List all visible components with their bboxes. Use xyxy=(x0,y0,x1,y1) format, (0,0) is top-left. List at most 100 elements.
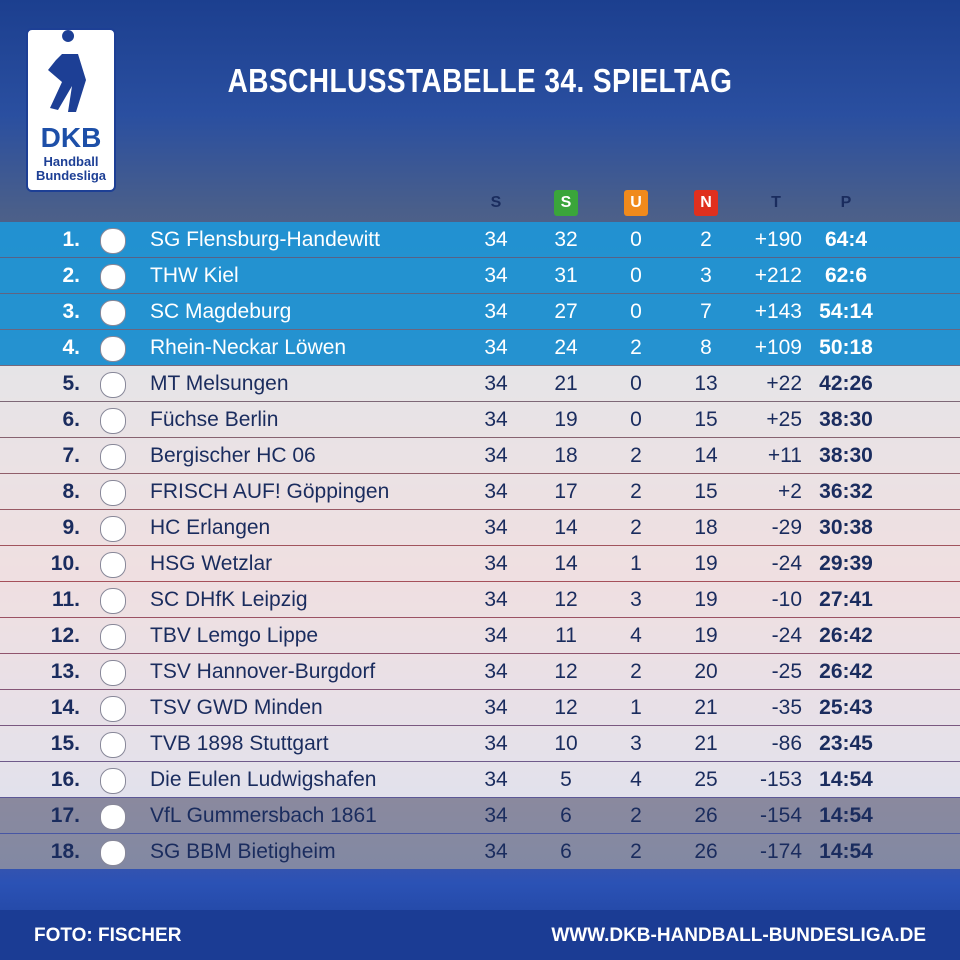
stat: 12 xyxy=(554,588,578,611)
rank: 2. xyxy=(62,264,80,287)
points: 64:4 xyxy=(824,228,868,251)
stat: 6 xyxy=(560,804,572,827)
team-name: VfL Gummersbach 1861 xyxy=(150,804,377,827)
team-name: FRISCH AUF! Göppingen xyxy=(150,480,390,503)
goal-difference: -174 xyxy=(759,840,802,863)
stat: 26 xyxy=(694,840,718,863)
goal-difference: -24 xyxy=(771,624,802,647)
stat: 7 xyxy=(700,300,712,323)
stat: 34 xyxy=(484,768,508,791)
team-logo xyxy=(100,840,126,866)
team-logo xyxy=(100,444,126,470)
stat: 34 xyxy=(484,804,508,827)
stat: 26 xyxy=(694,804,718,827)
points: 30:38 xyxy=(819,516,873,539)
column-header: S xyxy=(490,194,502,211)
stat: 15 xyxy=(694,480,718,503)
table-row: 16. Die Eulen Ludwigshafen 34 5 4 25 -153 14:54 xyxy=(0,762,960,797)
team-logo xyxy=(100,768,126,794)
stat: 2 xyxy=(630,804,642,827)
team-logo xyxy=(100,660,126,686)
league-logo: DKB Handball Bundesliga xyxy=(26,28,116,192)
points: 25:43 xyxy=(819,696,873,719)
table-row: 7. Bergischer HC 06 34 18 2 14 +11 38:30 xyxy=(0,438,960,473)
rank: 8. xyxy=(62,480,80,503)
rank: 14. xyxy=(50,696,80,719)
stat: 18 xyxy=(694,516,718,539)
logo-line: Handball xyxy=(43,154,99,169)
stat: 19 xyxy=(694,588,718,611)
rank: 9. xyxy=(62,516,80,539)
website: WWW.DKB-HANDBALL-BUNDESLIGA.DE xyxy=(551,925,926,946)
table-row: 5. MT Melsungen 34 21 0 13 +22 42:26 xyxy=(0,366,960,401)
stat: 0 xyxy=(630,264,642,287)
stat: 14 xyxy=(554,552,578,575)
rank: 7. xyxy=(62,444,80,467)
team-name: HSG Wetzlar xyxy=(150,552,273,575)
stat: 0 xyxy=(630,228,642,251)
points: 36:32 xyxy=(819,480,873,503)
stat: 12 xyxy=(554,660,578,683)
stat: 14 xyxy=(694,444,718,467)
stat: 34 xyxy=(484,732,508,755)
team-name: Rhein-Neckar Löwen xyxy=(150,336,347,359)
team-logo xyxy=(100,732,126,758)
team-logo xyxy=(100,516,126,542)
rank: 10. xyxy=(50,552,80,575)
stat: 21 xyxy=(554,372,578,395)
table-row: 10. HSG Wetzlar 34 14 1 19 -24 29:39 xyxy=(0,546,960,581)
points: 23:45 xyxy=(819,732,873,755)
stat: 8 xyxy=(700,336,712,359)
goal-difference: -86 xyxy=(771,732,802,755)
team-logo xyxy=(100,624,126,650)
rank: 16. xyxy=(50,768,80,791)
stat: 2 xyxy=(700,228,712,251)
team-logo xyxy=(100,408,126,434)
team-name: THW Kiel xyxy=(150,264,239,287)
rank: 4. xyxy=(62,336,80,359)
table-row: 13. TSV Hannover-Burgdorf 34 12 2 20 -25 26:42 xyxy=(0,654,960,689)
stat: 5 xyxy=(560,768,572,791)
stat: 20 xyxy=(694,660,718,683)
team-name: TSV GWD Minden xyxy=(150,696,323,719)
stat: 34 xyxy=(484,336,508,359)
stat: 18 xyxy=(554,444,578,467)
points: 26:42 xyxy=(819,660,873,683)
table-row: 18. SG BBM Bietigheim 34 6 2 26 -174 14:54 xyxy=(0,834,960,869)
table-row: 2. THW Kiel 34 31 0 3 +212 62:6 xyxy=(0,258,960,293)
team-name: TBV Lemgo Lippe xyxy=(150,624,319,647)
stat: 0 xyxy=(630,372,642,395)
stat: 34 xyxy=(484,264,508,287)
table-row: 1. SG Flensburg-Handewitt 34 32 0 2 +190 64:4 xyxy=(0,222,960,257)
team-logo xyxy=(100,264,126,290)
team-name: TSV Hannover-Burgdorf xyxy=(150,660,376,683)
rank: 6. xyxy=(62,408,80,431)
goal-difference: +25 xyxy=(766,408,802,431)
stat: 25 xyxy=(694,768,718,791)
goal-difference: +2 xyxy=(778,480,802,503)
stat: 2 xyxy=(630,516,642,539)
team-name: SG BBM Bietigheim xyxy=(150,840,336,863)
stat: 0 xyxy=(630,300,642,323)
stat: 1 xyxy=(630,552,642,575)
stat: 34 xyxy=(484,372,508,395)
stat: 34 xyxy=(484,444,508,467)
column-header: U xyxy=(624,190,648,216)
goal-difference: -25 xyxy=(771,660,802,683)
goal-difference: +190 xyxy=(754,228,802,251)
points: 14:54 xyxy=(819,768,873,791)
stat: 13 xyxy=(694,372,718,395)
table-row: 3. SC Magdeburg 34 27 0 7 +143 54:14 xyxy=(0,294,960,329)
goal-difference: -10 xyxy=(771,588,802,611)
stat: 34 xyxy=(484,228,508,251)
table-row: 8. FRISCH AUF! Göppingen 34 17 2 15 +2 36:32 xyxy=(0,474,960,509)
stat: 24 xyxy=(554,336,578,359)
team-name: TVB 1898 Stuttgart xyxy=(150,732,329,755)
team-name: SC Magdeburg xyxy=(150,300,292,323)
logo-figure xyxy=(48,30,86,113)
stat: 34 xyxy=(484,696,508,719)
table-row: 6. Füchse Berlin 34 19 0 15 +25 38:30 xyxy=(0,402,960,437)
stat: 19 xyxy=(694,624,718,647)
stat: 1 xyxy=(630,696,642,719)
rank: 5. xyxy=(62,372,80,395)
